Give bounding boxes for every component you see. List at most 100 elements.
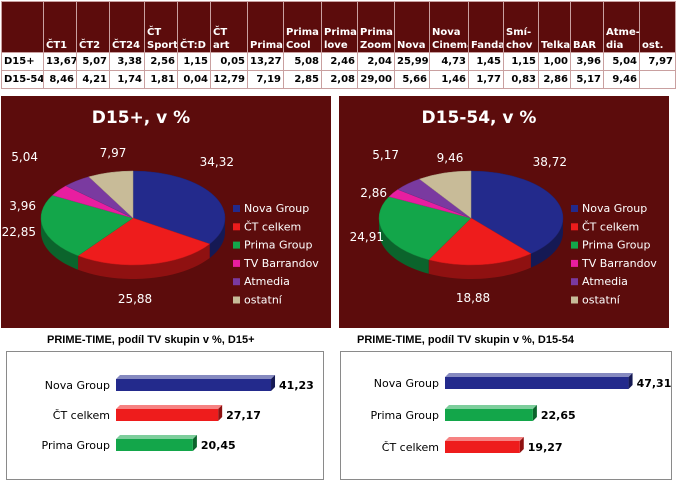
bar-chart-title-d15: PRIME-TIME, podíl TV skupin v %, D15+ <box>47 334 255 346</box>
bar-nova-group <box>116 379 271 391</box>
bar-chart-d15-54: Nova Group 47,31 Prima Group 22,65 ČT celkem… <box>341 352 671 479</box>
legend-swatch-ct-celkem <box>233 223 240 230</box>
column-header-ost: ost. <box>640 2 676 53</box>
table-cell: 5,17 <box>571 71 604 89</box>
pie-chart-d15: D15+, v % 34,32 25,88 22,85 3,96 5,04 7,97 Nova… <box>1 96 331 328</box>
table-cell: 3,96 <box>571 53 604 71</box>
pie-label-ct-celkem: 25,88 <box>118 292 152 306</box>
column-header-ct1: ČT1 <box>44 2 77 53</box>
bar-ct-celkem <box>445 441 520 453</box>
column-header-prima-love: Prima love <box>322 2 358 53</box>
legend-swatch-prima-group <box>571 242 578 249</box>
bar-value-label-prima-group: 22,65 <box>541 409 576 422</box>
table-cell: 3,38 <box>110 53 145 71</box>
legend-swatch-ostatni <box>571 297 578 304</box>
table-row: D15-54 8,46 4,21 1,74 1,81 0,04 12,79 7,19 2,85 2… <box>2 71 676 89</box>
bar-value-label-prima-group: 20,45 <box>201 439 236 452</box>
legend-label-tv-barrandov: TV Barrandov <box>581 257 657 270</box>
bar-panel-d15-54: Nova Group 47,31 Prima Group 22,65 ČT celkem… <box>340 351 672 480</box>
pie-label-tv-barrandov: 3,96 <box>9 199 36 213</box>
bar-panel-d15: Nova Group 41,23 ČT celkem 27,17 Prima Group… <box>6 351 324 480</box>
table-cell: 1,74 <box>110 71 145 89</box>
table-cell: 5,66 <box>395 71 430 89</box>
table-cell: 2,86 <box>539 71 571 89</box>
table-header-row: ČT1 ČT2 ČT24 ČT Sport ČT:D ČT art Prima Prima C… <box>2 2 676 53</box>
column-header-prima-zoom: Prima Zoom <box>358 2 395 53</box>
pie-label-prima-group: 24,91 <box>350 230 384 244</box>
table-cell: 0,04 <box>178 71 211 89</box>
legend-label-ostatni: ostatní <box>582 294 621 307</box>
table-cell: 29,00 <box>358 71 395 89</box>
row-label: D15-54 <box>2 71 44 89</box>
bar-prima-group <box>445 409 533 421</box>
table-cell: 7,97 <box>640 53 676 71</box>
legend-label-nova-group: Nova Group <box>582 202 647 215</box>
legend-label-atmedia: Atmedia <box>582 275 628 288</box>
table-cell: 1,77 <box>469 71 504 89</box>
pie-label-ostatni: 7,97 <box>100 146 127 160</box>
column-header-bar: BAR <box>571 2 604 53</box>
column-header-ct-art: ČT art <box>211 2 248 53</box>
column-header-nova: Nova <box>395 2 430 53</box>
table-cell: 13,67 <box>44 53 77 71</box>
bar-value-label-ct-celkem: 27,17 <box>226 409 261 422</box>
legend-swatch-ostatni <box>233 297 240 304</box>
column-header-fanda: Fanda <box>469 2 504 53</box>
legend-label-ct-celkem: ČT celkem <box>244 220 301 233</box>
bar-top-ct-celkem <box>116 405 222 409</box>
table-cell: 2,46 <box>322 53 358 71</box>
table-cell: 5,04 <box>604 53 640 71</box>
bar-top-nova-group <box>445 373 633 377</box>
bar-value-label-ct-celkem: 19,27 <box>528 441 563 454</box>
table-cell: 1,46 <box>430 71 469 89</box>
pie-label-nova-group: 38,72 <box>533 155 567 169</box>
table-cell: 1,15 <box>504 53 539 71</box>
table-cell: 0,83 <box>504 71 539 89</box>
table-cell: 25,99 <box>395 53 430 71</box>
table-cell: 7,19 <box>248 71 284 89</box>
pie-panel-d15-54: D15-54, v % 38,72 18,88 24,91 2,86 5,17 9,46 No… <box>339 96 669 328</box>
table-cell: 2,85 <box>284 71 322 89</box>
pie-label-atmedia: 5,04 <box>11 150 38 164</box>
legend-swatch-prima-group <box>233 242 240 249</box>
legend-label-ct-celkem: ČT celkem <box>582 220 639 233</box>
bar-top-prima-group <box>116 435 197 439</box>
table-cell: 4,73 <box>430 53 469 71</box>
pie-label-nova-group: 34,32 <box>200 155 234 169</box>
legend-label-atmedia: Atmedia <box>244 275 290 288</box>
legend-swatch-atmedia <box>571 278 578 285</box>
table-cell: 1,45 <box>469 53 504 71</box>
pie-label-ct-celkem: 18,88 <box>456 291 490 305</box>
legend-label-prima-group: Prima Group <box>582 239 650 252</box>
legend-label-ostatni: ostatní <box>244 294 283 307</box>
column-header-prima-cool: Prima Cool <box>284 2 322 53</box>
table-cell: 2,04 <box>358 53 395 71</box>
table-row: D15+ 13,67 5,07 3,38 2,56 1,15 0,05 13,27 5,08 2,… <box>2 53 676 71</box>
pie-title: D15-54, v % <box>422 108 537 128</box>
column-header-smi-chov: Smí-chov <box>504 2 539 53</box>
legend-label-tv-barrandov: TV Barrandov <box>243 257 319 270</box>
bar-category-label-prima-group: Prima Group <box>42 439 110 452</box>
column-header-ct2: ČT2 <box>77 2 110 53</box>
table-cell: 1,81 <box>145 71 178 89</box>
pie-label-tv-barrandov: 2,86 <box>360 186 387 200</box>
table-cell: 13,27 <box>248 53 284 71</box>
bar-category-label-ct-celkem: ČT celkem <box>382 441 439 454</box>
bar-top-ct-celkem <box>445 437 524 441</box>
column-header-ct-d: ČT:D <box>178 2 211 53</box>
legend-swatch-atmedia <box>233 278 240 285</box>
legend-swatch-nova-group <box>571 205 578 212</box>
table-cell: 2,08 <box>322 71 358 89</box>
table-cell: 12,79 <box>211 71 248 89</box>
pie-label-ostatni: 9,46 <box>437 151 464 165</box>
row-label: D15+ <box>2 53 44 71</box>
table-cell: 5,07 <box>77 53 110 71</box>
bar-value-label-nova-group: 41,23 <box>279 379 314 392</box>
bar-category-label-nova-group: Nova Group <box>45 379 110 392</box>
table-cell: 0,05 <box>211 53 248 71</box>
column-header-nova-cinema: Nova Cinema <box>430 2 469 53</box>
table-cell: 5,08 <box>284 53 322 71</box>
bar-category-label-ct-celkem: ČT celkem <box>53 409 110 422</box>
table-cell: 8,46 <box>44 71 77 89</box>
column-header-telka: Telka <box>539 2 571 53</box>
